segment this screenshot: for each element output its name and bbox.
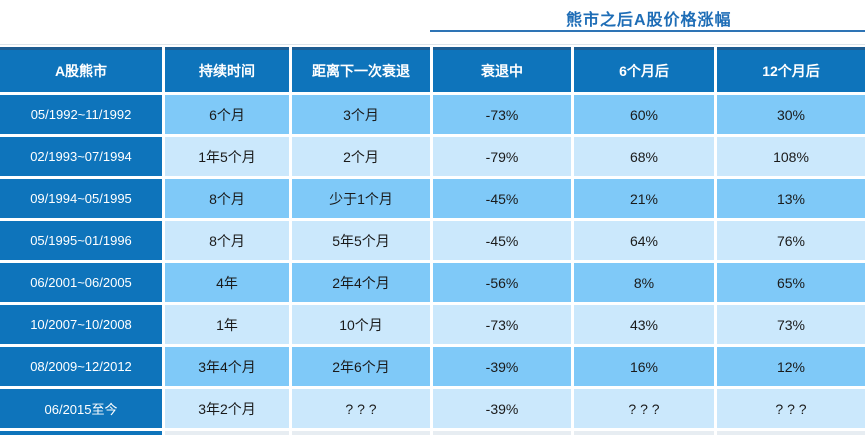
column-header-0: A股熊市 bbox=[0, 47, 162, 92]
table-cell: 少于1个月 bbox=[292, 179, 430, 218]
table-cell: 10个月 bbox=[292, 305, 430, 344]
table-cell: 68% bbox=[574, 137, 714, 176]
bottom-strip bbox=[0, 431, 162, 435]
table-cell: 65% bbox=[717, 263, 865, 302]
column-header-2: 距离下一次衰退 bbox=[292, 47, 430, 92]
table-cell: 8个月 bbox=[165, 221, 289, 260]
table-cell: 43% bbox=[574, 305, 714, 344]
row-label: 06/2015至今 bbox=[0, 389, 162, 428]
page-title: 熊市之后A股价格涨幅 bbox=[565, 12, 732, 29]
row-label: 02/1993~07/1994 bbox=[0, 137, 162, 176]
bottom-strip bbox=[574, 431, 714, 435]
table-cell: 1年 bbox=[165, 305, 289, 344]
column-header-5: 12个月后 bbox=[717, 47, 865, 92]
column-header-3: 衰退中 bbox=[433, 47, 571, 92]
table-cell: 30% bbox=[717, 95, 865, 134]
table-cell: ? ? ? bbox=[717, 389, 865, 428]
table-cell: -56% bbox=[433, 263, 571, 302]
table-cell: -45% bbox=[433, 179, 571, 218]
table-cell: 60% bbox=[574, 95, 714, 134]
bottom-strip bbox=[292, 431, 430, 435]
row-label: 08/2009~12/2012 bbox=[0, 347, 162, 386]
table-cell: -45% bbox=[433, 221, 571, 260]
table-cell: 64% bbox=[574, 221, 714, 260]
table-cell: 3年4个月 bbox=[165, 347, 289, 386]
table-cell: -79% bbox=[433, 137, 571, 176]
title-underline bbox=[429, 30, 865, 32]
table-cell: 16% bbox=[574, 347, 714, 386]
table-cell: 1年5个月 bbox=[165, 137, 289, 176]
table-cell: 4年 bbox=[165, 263, 289, 302]
row-label: 09/1994~05/1995 bbox=[0, 179, 162, 218]
table-cell: 73% bbox=[717, 305, 865, 344]
bottom-strip bbox=[433, 431, 571, 435]
bottom-strip bbox=[717, 431, 865, 435]
table-cell: 6个月 bbox=[165, 95, 289, 134]
table-cell: -73% bbox=[433, 95, 571, 134]
row-label: 05/1992~11/1992 bbox=[0, 95, 162, 134]
row-label: 05/1995~01/1996 bbox=[0, 221, 162, 260]
table-cell: 2年4个月 bbox=[292, 263, 430, 302]
table-cell: 3年2个月 bbox=[165, 389, 289, 428]
table-top-divider bbox=[0, 44, 865, 45]
table-cell: 21% bbox=[574, 179, 714, 218]
table-cell: 13% bbox=[717, 179, 865, 218]
table-cell: 2个月 bbox=[292, 137, 430, 176]
table-cell: 8个月 bbox=[165, 179, 289, 218]
bear-market-table: A股熊市 持续时间 距离下一次衰退 衰退中 6个月后 12个月后 05/1992~11/19… bbox=[0, 47, 865, 435]
row-label: 06/2001~06/2005 bbox=[0, 263, 162, 302]
row-label: 10/2007~10/2008 bbox=[0, 305, 162, 344]
table-cell: ? ? ? bbox=[574, 389, 714, 428]
bottom-strip bbox=[165, 431, 289, 435]
table-cell: 108% bbox=[717, 137, 865, 176]
table-cell: -39% bbox=[433, 347, 571, 386]
table-cell: 12% bbox=[717, 347, 865, 386]
table-cell: 2年6个月 bbox=[292, 347, 430, 386]
title-area: 熊市之后A股价格涨幅 bbox=[0, 0, 865, 47]
table-cell: 5年5个月 bbox=[292, 221, 430, 260]
column-header-4: 6个月后 bbox=[574, 47, 714, 92]
column-header-1: 持续时间 bbox=[165, 47, 289, 92]
table-cell: -39% bbox=[433, 389, 571, 428]
table-cell: 76% bbox=[717, 221, 865, 260]
table-cell: 8% bbox=[574, 263, 714, 302]
table-cell: 3个月 bbox=[292, 95, 430, 134]
table-cell: -73% bbox=[433, 305, 571, 344]
table-cell: ? ? ? bbox=[292, 389, 430, 428]
